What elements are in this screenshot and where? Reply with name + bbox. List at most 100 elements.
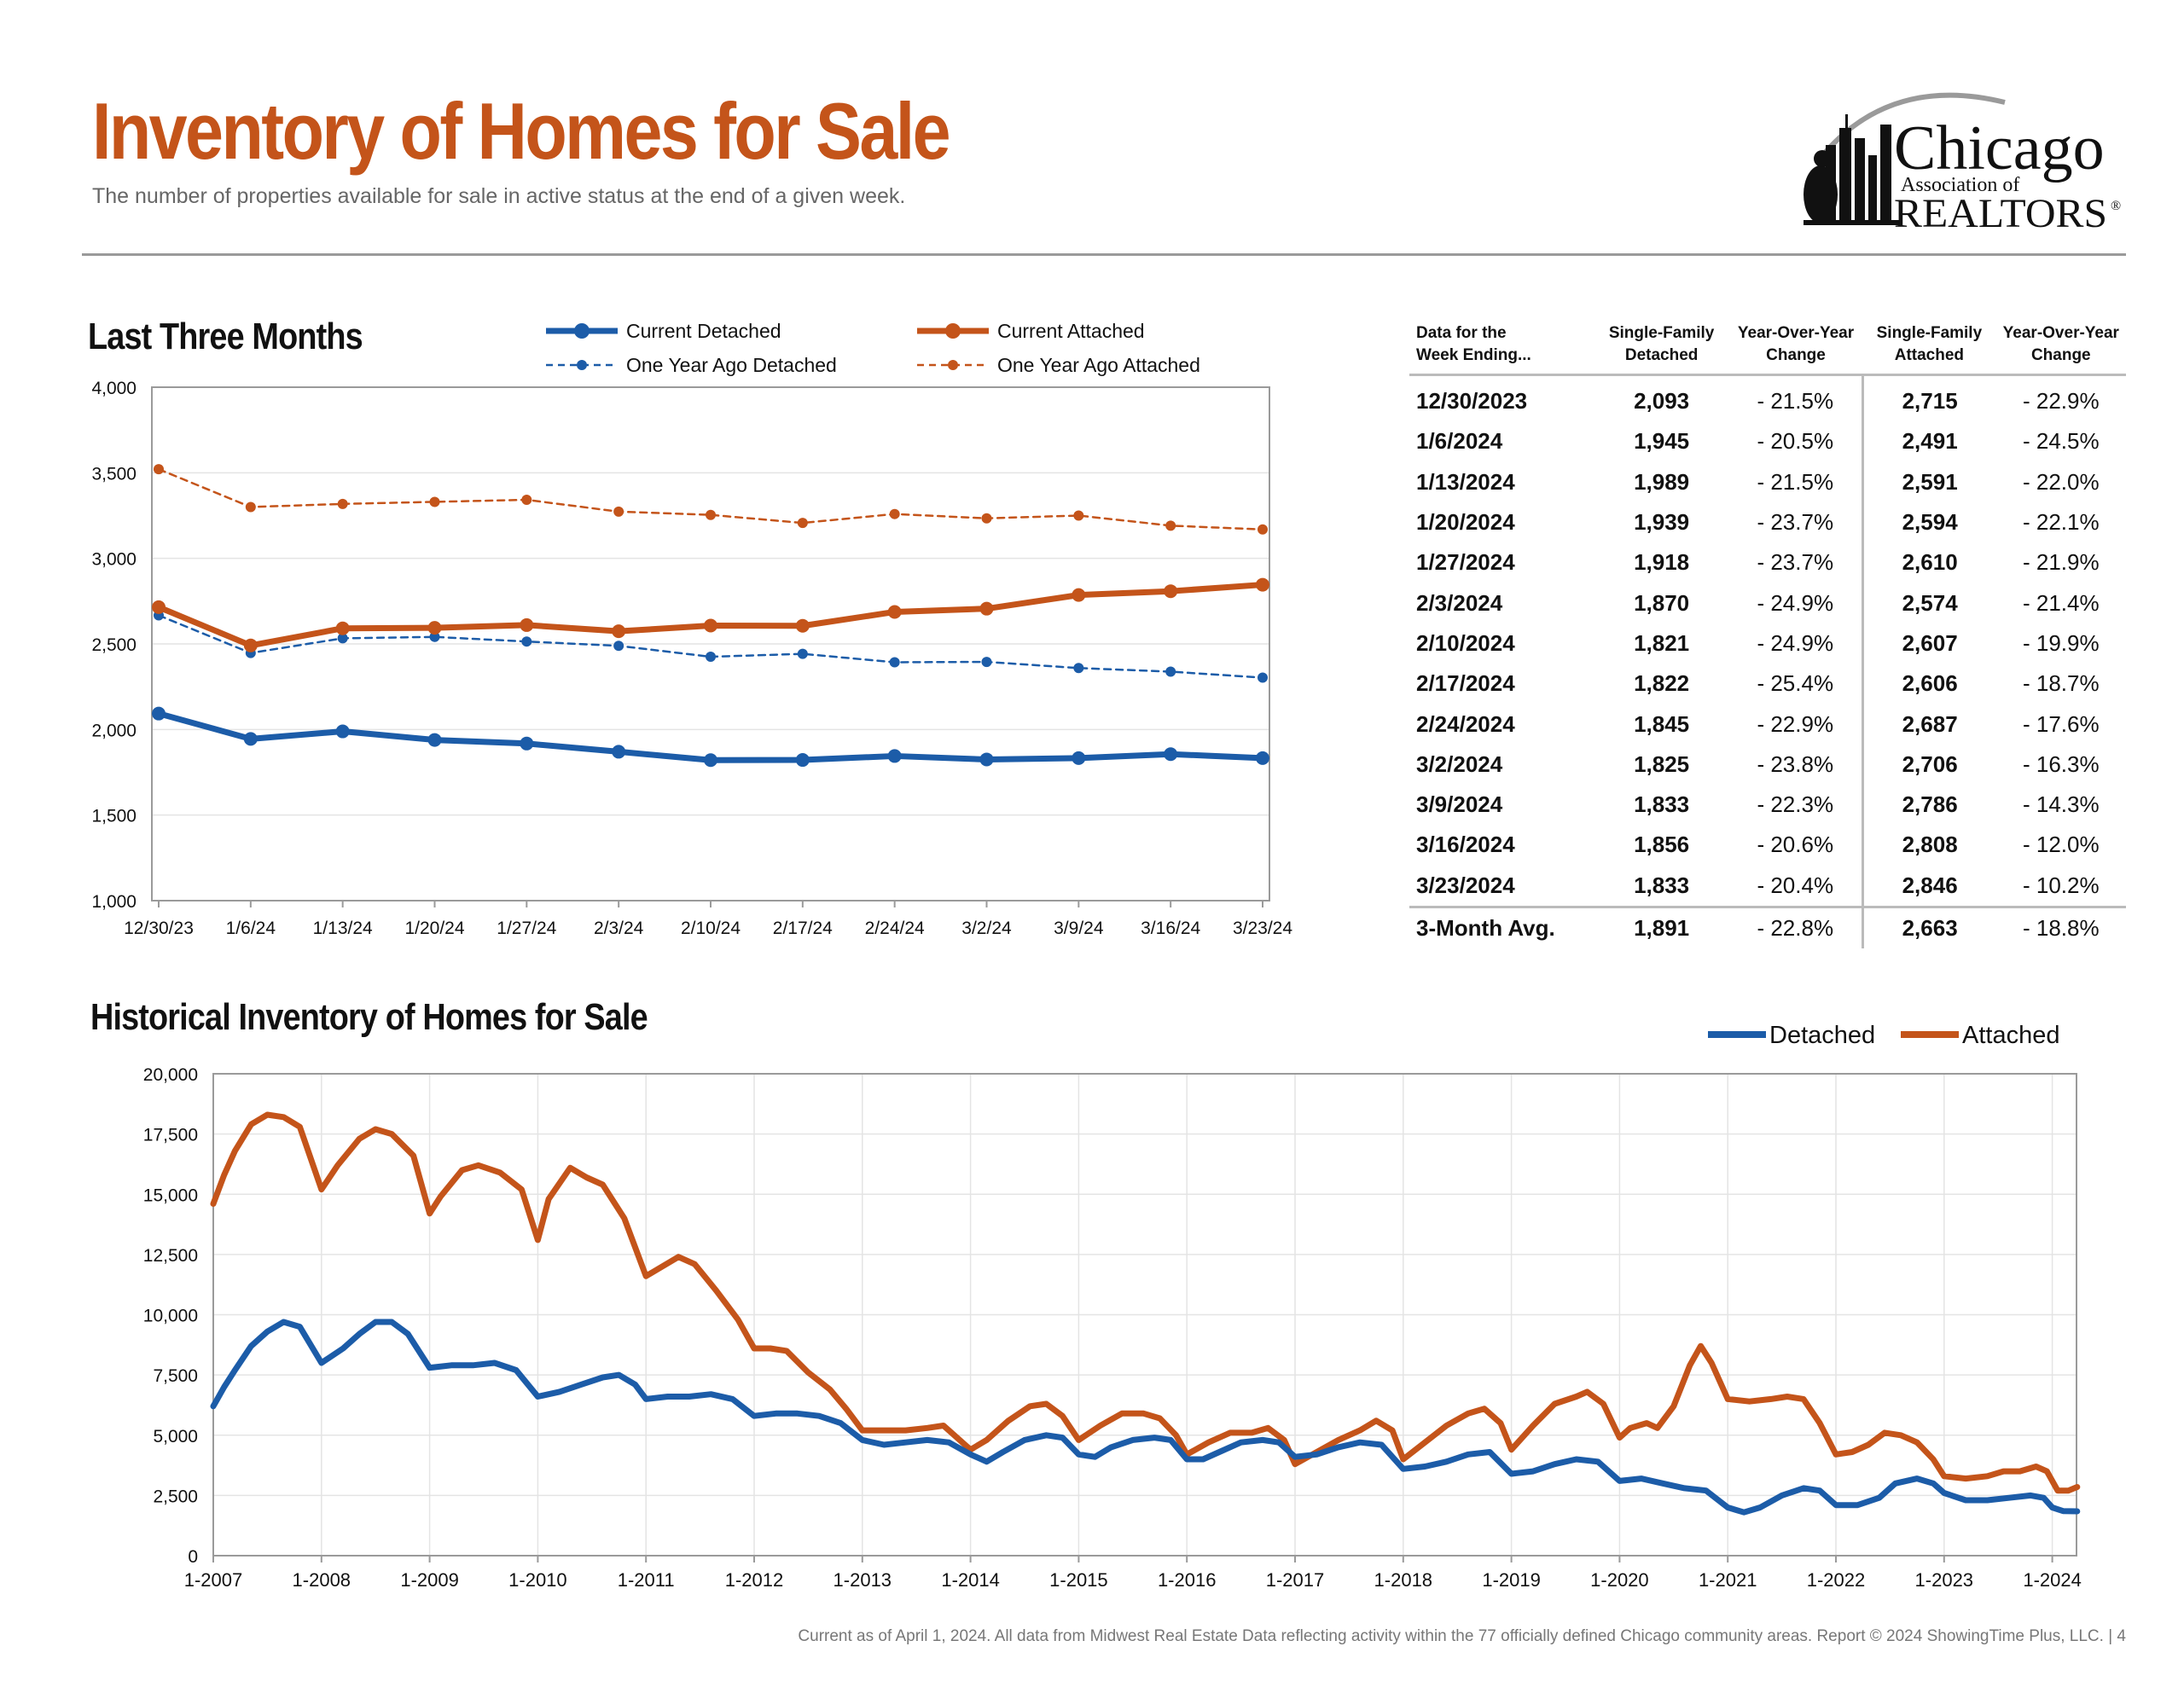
- data-point: [981, 657, 992, 668]
- data-point: [1073, 663, 1084, 674]
- detached-cell: 1,891: [1594, 905, 1729, 949]
- detached-yoy-cell: - 21.5%: [1757, 468, 1834, 495]
- data-point: [706, 509, 716, 520]
- table-row: 2/3/2024 1,870 - 24.9% 2,574 - 21.4%: [1409, 583, 2126, 623]
- x-tick-label: 1-2024: [2023, 1569, 2082, 1591]
- y-tick-label: 20,000: [143, 1065, 198, 1085]
- attached-yoy-cell: - 24.5%: [2023, 428, 2100, 455]
- x-tick-label: 1-2014: [941, 1569, 1000, 1591]
- attached-yoy-cell: - 22.0%: [2023, 468, 2100, 495]
- data-point: [1072, 588, 1086, 602]
- detached-yoy-cell: - 23.7%: [1757, 509, 1834, 536]
- detached-cell: 1,945: [1634, 428, 1690, 455]
- attached-yoy-cell: - 18.8%: [1995, 905, 2126, 949]
- legend-marker: [574, 323, 590, 339]
- data-point: [889, 508, 900, 519]
- attached-cell: 2,663: [1861, 905, 1996, 949]
- table-body: 12/30/2023 2,093 - 21.5% 2,715 - 22.9% 1/6/20…: [1409, 374, 2126, 949]
- series-line: [210, 1111, 2081, 1494]
- attached-yoy-cell: - 18.7%: [2023, 670, 2100, 697]
- legend-label: Current Attached: [997, 320, 1145, 342]
- attached-cell: 2,591: [1861, 461, 1996, 502]
- week-cell: 1/20/2024: [1416, 509, 1515, 536]
- week-cell: 2/24/2024: [1416, 710, 1515, 737]
- data-point: [337, 633, 348, 644]
- data-point: [706, 652, 716, 663]
- attached-yoy-cell: - 21.9%: [2023, 549, 2100, 576]
- series-line: [157, 467, 1264, 531]
- table-row: 1/27/2024 1,918 - 23.7% 2,610 - 21.9%: [1409, 542, 2126, 583]
- x-tick-label: 1/20/24: [404, 919, 464, 938]
- y-tick-label: 2,500: [153, 1487, 198, 1506]
- logo-registered-mark: ®: [2111, 199, 2121, 213]
- legend-marker: [577, 360, 587, 370]
- attached-cell: 2,846: [1861, 865, 1996, 907]
- data-point: [1256, 751, 1269, 765]
- table-row: 3/16/2024 1,856 - 20.6% 2,808 - 12.0%: [1409, 825, 2126, 866]
- x-tick-label: 1-2013: [834, 1569, 892, 1591]
- data-point: [889, 657, 900, 668]
- data-point: [795, 753, 810, 768]
- x-tick-label: 1-2020: [1590, 1569, 1649, 1591]
- attached-cell: 2,594: [1861, 501, 1996, 543]
- x-tick-label: 3/9/24: [1054, 919, 1104, 938]
- x-tick-label: 1-2016: [1158, 1569, 1217, 1591]
- x-tick-label: 3/2/24: [961, 919, 1012, 938]
- y-tick-label: 1,000: [91, 892, 136, 912]
- logo-line2: Association of: [1901, 174, 2019, 196]
- x-tick-label: 1-2021: [1699, 1569, 1757, 1591]
- detached-yoy-cell: - 24.9%: [1757, 629, 1834, 656]
- recent-inventory-chart: 1,000 1,500 2,000 2,500 3,000 3,500 4,000 12/30…: [91, 320, 1292, 938]
- x-tick-label: 1-2019: [1482, 1569, 1541, 1591]
- attached-cell: 2,786: [1861, 784, 1996, 826]
- attached-cell: 2,808: [1861, 825, 1996, 866]
- attached-cell: 2,610: [1861, 542, 1996, 583]
- data-point: [613, 641, 624, 652]
- x-tick-label: 2/3/24: [594, 919, 644, 938]
- header-attached-yoy: Year-Over-Year Change: [1995, 322, 2126, 376]
- data-point: [243, 638, 258, 652]
- page-subtitle: The number of properties available for s…: [92, 184, 906, 208]
- series-line: [155, 710, 1266, 763]
- footer-note: Current as of April 1, 2024. All data fr…: [798, 1627, 2126, 1645]
- data-point: [429, 496, 440, 507]
- attached-yoy-cell: - 22.1%: [2023, 509, 2100, 536]
- data-point: [795, 618, 810, 633]
- data-point: [704, 753, 717, 768]
- data-point: [1258, 524, 1268, 535]
- detached-yoy-cell: - 23.7%: [1757, 549, 1834, 576]
- detached-cell: 1,939: [1634, 509, 1690, 536]
- attached-cell: 2,706: [1861, 744, 1996, 785]
- y-tick-label: 3,000: [91, 550, 136, 570]
- x-tick-label: 1/27/24: [497, 919, 556, 938]
- legend-label: One Year Ago Attached: [997, 354, 1200, 376]
- data-point: [427, 733, 442, 747]
- data-point: [1258, 672, 1268, 683]
- data-point: [520, 617, 534, 632]
- page-title: Inventory of Homes for Sale: [92, 86, 951, 176]
- detached-yoy-cell: - 21.5%: [1757, 388, 1834, 415]
- legend-marker: [948, 360, 958, 370]
- y-tick-label: 0: [188, 1547, 198, 1567]
- attached-yoy-cell: - 19.9%: [2023, 629, 2100, 656]
- detached-cell: 1,989: [1634, 468, 1690, 495]
- data-point: [152, 706, 166, 721]
- skyline-figure-icon: [1804, 114, 1899, 225]
- week-cell: 3/16/2024: [1416, 832, 1515, 858]
- week-cell: 3-Month Avg.: [1409, 905, 1594, 949]
- data-point: [612, 624, 626, 639]
- x-tick-label: 1/13/24: [313, 919, 373, 938]
- legend-label: Current Detached: [626, 320, 781, 342]
- attached-cell: 2,491: [1861, 421, 1996, 462]
- data-point: [1256, 577, 1269, 592]
- data-point: [520, 736, 534, 751]
- x-tick-label: 1-2023: [1915, 1569, 1974, 1591]
- detached-yoy-cell: - 20.5%: [1757, 428, 1834, 455]
- series-line: [210, 1319, 2081, 1516]
- header-attached: Single-Family Attached: [1862, 322, 1996, 376]
- data-point: [521, 636, 532, 647]
- table-row: 2/17/2024 1,822 - 25.4% 2,606 - 18.7%: [1409, 664, 2126, 704]
- attached-cell: 2,687: [1861, 704, 1996, 745]
- data-point: [429, 631, 440, 642]
- attached-cell: 2,574: [1861, 583, 1996, 623]
